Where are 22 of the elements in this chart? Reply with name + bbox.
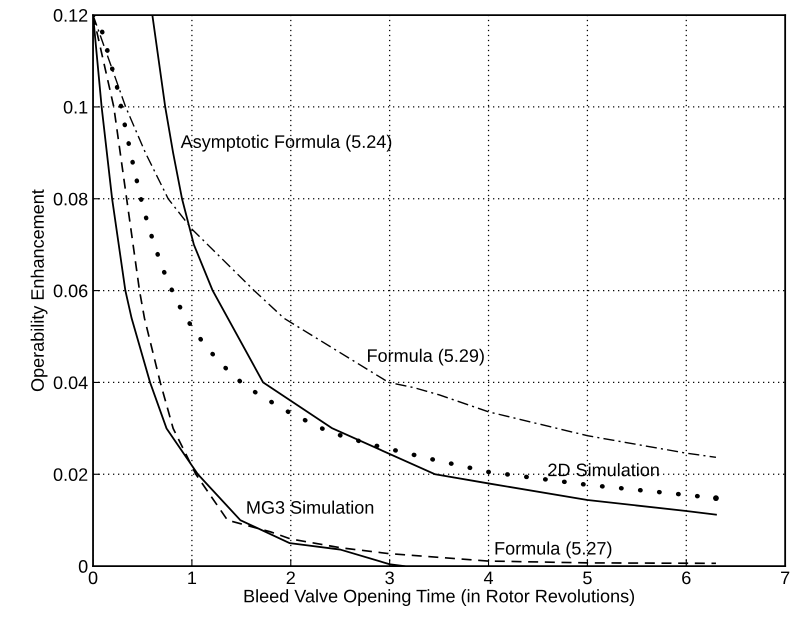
y-tick-label: 0.02 [54,468,88,481]
y-tick-label: 0.1 [64,100,88,114]
x-tick-label: 6 [682,571,691,584]
annotation: Formula (5.29) [368,348,484,366]
y-axis-title: Operability Enhancement [30,189,48,392]
x-tick-label: 2 [286,571,295,584]
x-tick-label: 1 [188,572,196,584]
x-tick-label: 4 [484,572,494,584]
annotation: Asymptotic Formula (5.24) [180,134,392,152]
y-tick-label: 0.12 [54,9,88,22]
x-axis-title: Bleed Valve Opening Time (in Rotor Revolutions) [244,589,634,606]
x-tick-label: 3 [385,571,394,584]
annotation: 2D Simulation [548,463,659,476]
annotation: Formula (5.27) [496,541,612,558]
y-tick-label: 0.06 [54,284,88,298]
x-tick-label: 7 [781,572,790,584]
y-tick-label: 0 [78,560,88,573]
annotation: MG3 Simulation [247,500,374,514]
x-tick-label: 0 [88,571,98,584]
y-tick-label: 0.08 [54,192,88,206]
y-tick-label: 0.04 [54,376,88,390]
x-tick-label: 5 [583,572,592,584]
